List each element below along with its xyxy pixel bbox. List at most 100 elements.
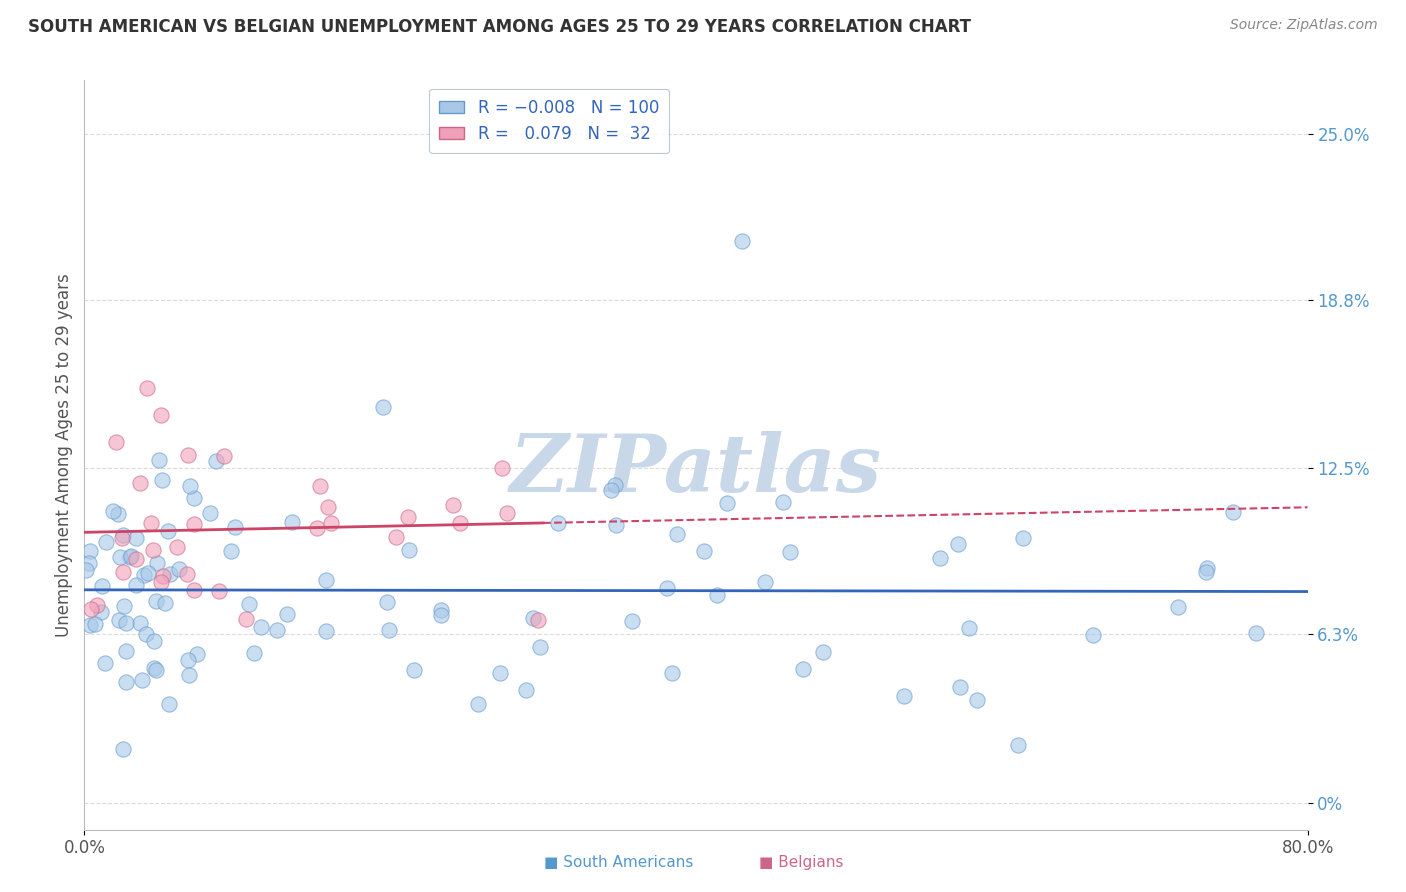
Point <box>183 583 205 598</box>
Point <box>928 550 950 565</box>
Point <box>75 563 97 577</box>
Point <box>321 516 343 530</box>
Point <box>136 381 159 395</box>
Point <box>146 556 169 570</box>
Point <box>135 626 157 640</box>
Point <box>111 742 134 756</box>
Point <box>96 535 118 549</box>
Point <box>693 544 716 558</box>
Point <box>529 640 551 655</box>
Point <box>91 579 114 593</box>
Point <box>125 577 148 591</box>
Point <box>132 568 155 582</box>
Point <box>779 544 801 558</box>
Point <box>449 516 471 531</box>
Point <box>603 478 626 492</box>
Point <box>179 668 201 682</box>
Point <box>157 698 180 712</box>
Point <box>111 565 134 579</box>
Point <box>111 531 134 545</box>
Point <box>489 665 512 680</box>
Point <box>1194 565 1216 579</box>
Point <box>661 666 683 681</box>
Point <box>315 573 337 587</box>
Point <box>120 549 142 564</box>
Point <box>515 682 537 697</box>
Point <box>114 644 136 658</box>
Point <box>86 598 108 612</box>
Point <box>1081 627 1104 641</box>
Point <box>315 624 337 638</box>
Text: ZIPatlas: ZIPatlas <box>510 431 882 508</box>
Point <box>104 434 127 449</box>
Point <box>183 491 205 505</box>
Point <box>125 552 148 566</box>
Point <box>384 530 406 544</box>
Point <box>281 516 304 530</box>
Point <box>176 567 198 582</box>
Point <box>375 595 398 609</box>
Point <box>83 617 105 632</box>
Point <box>79 544 101 558</box>
Point <box>94 656 117 670</box>
Point <box>108 549 131 564</box>
Point <box>430 608 453 623</box>
Point <box>145 593 167 607</box>
Point <box>80 602 103 616</box>
Point <box>600 483 623 498</box>
Point <box>157 524 180 538</box>
Point <box>605 518 627 533</box>
Point <box>103 504 125 518</box>
Point <box>948 680 970 694</box>
Point <box>1167 600 1189 615</box>
Point <box>177 653 200 667</box>
Point <box>467 698 489 712</box>
Point <box>204 454 226 468</box>
Point <box>249 619 271 633</box>
Point <box>111 528 134 542</box>
Point <box>79 618 101 632</box>
Point <box>620 615 643 629</box>
Point <box>159 567 181 582</box>
Point <box>90 605 112 619</box>
Point <box>655 582 678 596</box>
Text: ■ Belgians: ■ Belgians <box>759 855 844 870</box>
Point <box>149 575 172 590</box>
Point <box>238 598 260 612</box>
Point <box>1195 561 1218 575</box>
Point <box>811 645 834 659</box>
Point <box>527 613 550 627</box>
Point <box>179 479 201 493</box>
Point <box>276 607 298 621</box>
Point <box>266 623 288 637</box>
Point <box>547 516 569 531</box>
Point <box>214 449 236 463</box>
Point <box>150 408 173 422</box>
Point <box>141 542 163 557</box>
Point <box>371 400 394 414</box>
Point <box>150 473 173 487</box>
Point <box>706 588 728 602</box>
Point <box>148 453 170 467</box>
Point <box>754 575 776 590</box>
Point <box>402 663 425 677</box>
Point <box>491 461 513 475</box>
Point <box>731 234 754 248</box>
Text: ■ South Americans: ■ South Americans <box>544 855 693 870</box>
Point <box>166 540 188 554</box>
Point <box>124 531 146 545</box>
Point <box>198 506 221 520</box>
Point <box>112 599 135 614</box>
Point <box>183 517 205 532</box>
Point <box>177 448 200 462</box>
Point <box>128 615 150 630</box>
Point <box>107 508 129 522</box>
Point <box>108 613 131 627</box>
Text: Source: ZipAtlas.com: Source: ZipAtlas.com <box>1230 18 1378 32</box>
Point <box>115 616 138 631</box>
Point <box>219 544 242 558</box>
Y-axis label: Unemployment Among Ages 25 to 29 years: Unemployment Among Ages 25 to 29 years <box>55 273 73 637</box>
Point <box>305 521 328 535</box>
Point <box>1222 506 1244 520</box>
Text: SOUTH AMERICAN VS BELGIAN UNEMPLOYMENT AMONG AGES 25 TO 29 YEARS CORRELATION CHA: SOUTH AMERICAN VS BELGIAN UNEMPLOYMENT A… <box>28 18 972 36</box>
